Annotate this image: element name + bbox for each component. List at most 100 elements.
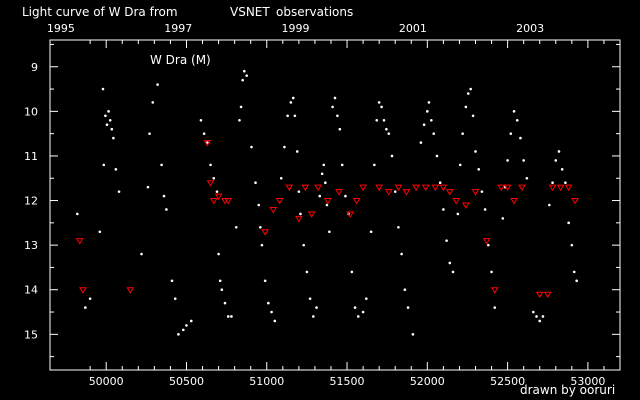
observation-point: [325, 203, 329, 207]
observation-point: [215, 190, 219, 193]
observation-point: [548, 203, 551, 207]
upper-limit-marker: [564, 184, 573, 192]
observation-point: [490, 270, 493, 274]
observation-point: [170, 279, 174, 283]
observation-point: [151, 101, 155, 104]
upper-limit-marker: [206, 180, 215, 187]
upper-limit-marker: [224, 198, 233, 205]
observation-point: [483, 208, 487, 211]
observation-point: [464, 105, 468, 109]
observation-point: [456, 212, 460, 216]
observation-point: [353, 306, 357, 309]
upper-limit-marker: [503, 184, 512, 192]
y-tick-label: 9: [31, 61, 38, 74]
observation-point: [312, 315, 315, 318]
observation-point: [387, 132, 391, 135]
upper-limit-marker: [75, 238, 84, 245]
observation-point: [331, 105, 334, 109]
observation-point: [107, 110, 110, 113]
observation-point: [380, 105, 383, 109]
observation-point: [320, 172, 324, 176]
upper-limit-marker: [214, 193, 223, 201]
observation-point: [140, 252, 143, 256]
observation-point: [242, 69, 246, 73]
chart-title-source: VSNET: [230, 5, 270, 19]
observation-point: [245, 74, 248, 77]
observation-point: [260, 243, 264, 247]
upper-limit-marker: [497, 184, 506, 192]
observation-point: [554, 159, 558, 162]
observation-point: [273, 319, 277, 323]
x-tick-label: 52500: [490, 375, 525, 388]
upper-limit-marker: [126, 287, 135, 294]
observation-point: [146, 185, 150, 189]
observation-point: [338, 127, 342, 131]
observation-point: [75, 212, 79, 216]
upper-limit-marker: [452, 198, 461, 205]
upper-limit-marker: [556, 184, 565, 192]
observation-point: [411, 333, 415, 336]
observation-point: [375, 118, 379, 122]
observation-point: [220, 288, 224, 292]
upper-limit-marker: [285, 184, 294, 192]
upper-limit-marker: [412, 184, 420, 192]
observation-point: [427, 101, 431, 104]
upper-limit-marker: [346, 211, 355, 218]
upper-limit-marker: [543, 291, 552, 299]
observation-point: [487, 243, 490, 247]
upper-limit-marker: [301, 184, 310, 192]
observation-point: [165, 208, 168, 211]
upper-limit-marker: [79, 287, 87, 294]
upper-limit-marker: [209, 198, 218, 205]
observation-point: [448, 261, 452, 265]
observation-point: [289, 101, 293, 104]
x-tick-label: 53000: [570, 375, 605, 388]
observation-point: [567, 221, 570, 225]
observation-point: [393, 190, 397, 193]
y-tick-label: 15: [24, 328, 38, 341]
observation-point: [564, 181, 567, 185]
x-tick-label: 50000: [89, 375, 124, 388]
observation-point: [419, 141, 423, 144]
observation-point: [259, 225, 262, 229]
observation-point: [234, 225, 238, 229]
observation-point: [541, 315, 545, 318]
observation-point: [226, 315, 230, 318]
observation-point: [241, 78, 244, 82]
observation-point: [445, 239, 448, 242]
observation-point: [422, 123, 426, 127]
observation-point: [101, 87, 105, 91]
observation-point: [322, 163, 326, 167]
observation-point: [570, 243, 574, 247]
upper-limit-marker: [314, 184, 323, 192]
observation-point: [162, 194, 166, 198]
observation-point: [403, 288, 407, 292]
observation-point: [295, 150, 299, 153]
upper-limit-marker: [352, 198, 361, 205]
x-tick-label: 50500: [169, 375, 204, 388]
observation-point: [438, 181, 442, 185]
observation-point: [509, 132, 513, 135]
upper-limit-marker: [439, 184, 448, 192]
observation-point: [340, 163, 344, 167]
observation-point: [202, 132, 206, 135]
observation-point: [110, 127, 114, 131]
observation-point: [400, 252, 403, 256]
observation-point: [525, 176, 529, 180]
observation-point: [531, 310, 535, 314]
plot-frame: [49, 39, 621, 371]
observation-point: [209, 163, 212, 167]
observation-point: [406, 306, 410, 309]
upper-limit-marker: [571, 198, 579, 205]
upper-limit-marker: [261, 229, 270, 236]
observation-point: [336, 114, 339, 118]
observation-point: [350, 270, 354, 274]
upper-limit-marker: [518, 184, 526, 192]
observation-point: [206, 141, 209, 144]
y-tick-label: 10: [24, 105, 38, 118]
year-tick-label: 1997: [164, 22, 192, 35]
observation-point: [283, 145, 286, 149]
observation-point: [519, 136, 522, 140]
upper-limit-marker: [203, 140, 212, 147]
